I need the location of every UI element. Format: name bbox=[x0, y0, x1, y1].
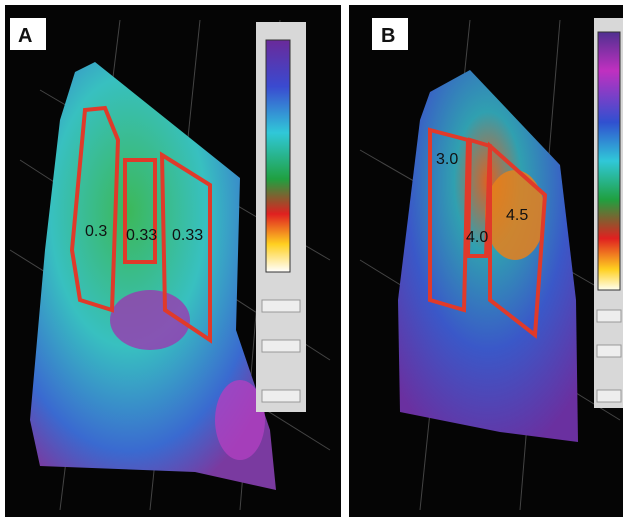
tool-button[interactable] bbox=[597, 345, 621, 357]
panel-label: A bbox=[18, 25, 32, 47]
region-value: 4.5 bbox=[506, 207, 528, 224]
region-value: 0.3 bbox=[85, 223, 107, 240]
tool-button[interactable] bbox=[597, 390, 621, 402]
panel-label: B bbox=[381, 25, 395, 47]
region-value: 4.0 bbox=[466, 229, 488, 246]
tool-button[interactable] bbox=[597, 310, 621, 322]
tool-button[interactable] bbox=[262, 390, 300, 402]
region-value: 0.33 bbox=[172, 227, 203, 244]
tool-button[interactable] bbox=[262, 340, 300, 352]
screenshot: 0.3 0.33 0.33 A 3.0 4.0 4.5 B bbox=[0, 0, 628, 526]
region-value: 3.0 bbox=[436, 151, 458, 168]
color-bar bbox=[266, 40, 290, 272]
color-bar bbox=[598, 32, 620, 290]
region-value: 0.33 bbox=[126, 227, 157, 244]
tool-button[interactable] bbox=[262, 300, 300, 312]
